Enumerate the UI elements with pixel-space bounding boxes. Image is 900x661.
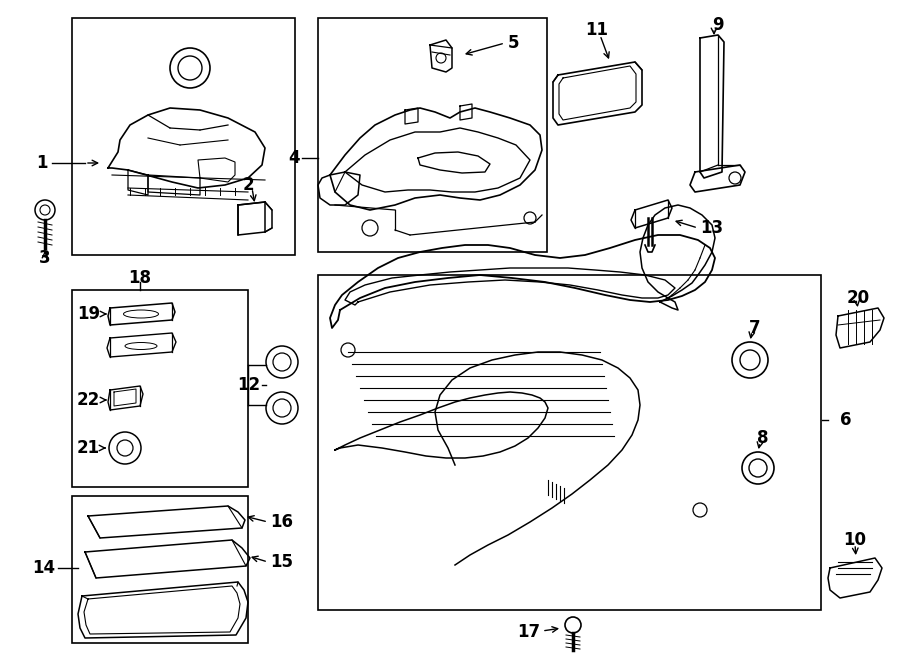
- Text: 21: 21: [76, 439, 100, 457]
- Text: 9: 9: [712, 16, 724, 34]
- Text: 18: 18: [129, 269, 151, 287]
- Text: 14: 14: [32, 559, 55, 577]
- Circle shape: [732, 342, 768, 378]
- Circle shape: [170, 48, 210, 88]
- Text: 6: 6: [840, 411, 851, 429]
- Text: 13: 13: [700, 219, 723, 237]
- Bar: [72, 496, 248, 643]
- Bar: [318, 275, 821, 610]
- Circle shape: [266, 392, 298, 424]
- Text: 12: 12: [237, 376, 260, 394]
- Bar: [72, 290, 248, 487]
- Circle shape: [35, 200, 55, 220]
- Circle shape: [266, 346, 298, 378]
- Text: 16: 16: [270, 513, 293, 531]
- Text: 4: 4: [288, 149, 300, 167]
- Text: 5: 5: [508, 34, 519, 52]
- Circle shape: [565, 617, 581, 633]
- Text: 15: 15: [270, 553, 293, 571]
- Text: 17: 17: [517, 623, 540, 641]
- Text: 19: 19: [76, 305, 100, 323]
- Circle shape: [742, 452, 774, 484]
- Circle shape: [109, 432, 141, 464]
- Bar: [72, 18, 295, 255]
- Text: 11: 11: [586, 21, 608, 39]
- Bar: [318, 18, 547, 252]
- Text: 1: 1: [37, 154, 48, 172]
- Text: 20: 20: [846, 289, 869, 307]
- Text: 2: 2: [242, 176, 254, 194]
- Text: 7: 7: [749, 319, 760, 337]
- Text: 10: 10: [843, 531, 867, 549]
- Text: 22: 22: [76, 391, 100, 409]
- Text: 3: 3: [40, 249, 50, 267]
- Text: 8: 8: [757, 429, 769, 447]
